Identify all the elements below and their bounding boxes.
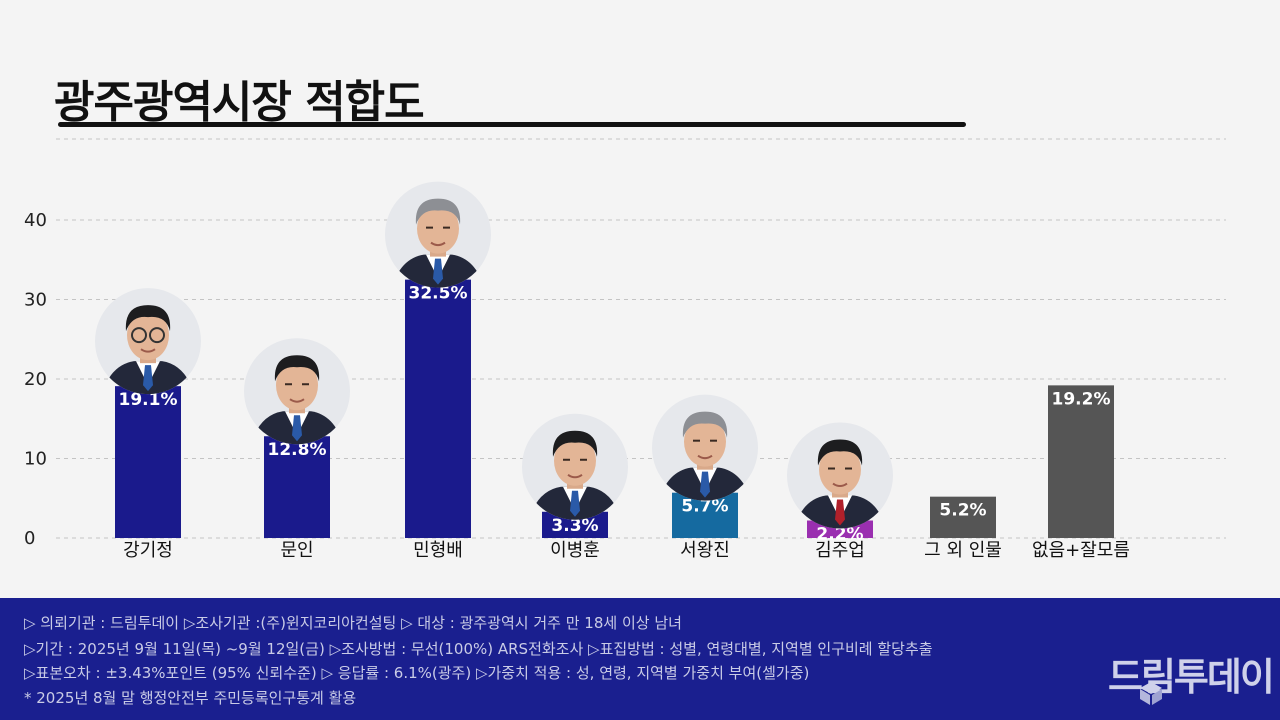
bar-value-label: 19.2% (1052, 389, 1111, 409)
title-underline (58, 122, 966, 127)
candidate-photo (652, 394, 758, 501)
bar-value-label: 19.1% (119, 390, 178, 410)
footer-line-3: ▷표본오차 : ±3.43%포인트 (95% 신뢰수준) ▷ 응답률 : 6.1… (24, 664, 810, 682)
footer-line-1: ▷ 의뢰기관 : 드림투데이 ▷조사기관 :(주)윈지코리아컨설팅 ▷ 대상 :… (24, 614, 682, 632)
bar-value-label: 2.2% (816, 525, 863, 545)
bar (405, 279, 471, 538)
bar-value-label: 3.3% (551, 516, 598, 536)
bar (1048, 385, 1114, 538)
bar-group: 5.2% 그 외 인물 (924, 496, 1002, 561)
bar (115, 386, 181, 538)
category-label: 민형배 (413, 540, 463, 561)
brand-logo: 드림투데이 (1108, 655, 1275, 699)
y-tick-label: 10 (24, 449, 47, 470)
bar (930, 496, 996, 538)
candidate-photo (95, 288, 201, 395)
y-tick-label: 0 (24, 528, 35, 549)
chart-title: 광주광역시장 적합도 (54, 77, 425, 128)
bar-group: 19.1% 강기정 (95, 288, 201, 561)
footer-line-4: * 2025년 8월 말 행정안전부 주민등록인구통계 활용 (24, 689, 357, 707)
category-label: 없음+잘모름 (1032, 540, 1130, 561)
candidate-photo (244, 338, 350, 445)
bar (264, 436, 330, 538)
bar-group: 3.3% 이병훈 (522, 413, 628, 561)
bar-value-label: 12.8% (268, 440, 327, 460)
bar-group: 12.8% 문인 (244, 338, 350, 561)
logo-cube-icon (1140, 682, 1162, 705)
category-label: 이병훈 (550, 540, 600, 561)
candidate-photo (787, 422, 893, 529)
y-tick-label: 30 (24, 290, 47, 311)
bar-group: 32.5% 민형배 (385, 181, 491, 561)
candidate-photo (385, 181, 491, 288)
candidate-photo (522, 413, 628, 520)
bar-value-label: 32.5% (409, 284, 468, 304)
bar-group: 19.2% 없음+잘모름 (1032, 385, 1130, 561)
footer-line-2: ▷기간 : 2025년 9월 11일(목) ~9월 12일(금) ▷조사방법 :… (24, 640, 933, 658)
category-label: 그 외 인물 (924, 540, 1002, 561)
category-label: 강기정 (123, 540, 173, 561)
y-tick-label: 40 (24, 210, 47, 231)
bar-value-label: 5.7% (681, 497, 728, 517)
category-label: 서왕진 (680, 540, 730, 561)
y-tick-label: 20 (24, 369, 47, 390)
category-label: 김주업 (815, 540, 865, 561)
bar-value-label: 5.2% (939, 501, 986, 521)
bar-group: 5.7% 서왕진 (652, 394, 758, 561)
bar-chart: 0 10 20 30 40 19.1% 강기정 12.8% 문인 32.5% 민형배 3.3% 이병훈… (24, 138, 1226, 561)
survey-info-footer: ▷ 의뢰기관 : 드림투데이 ▷조사기관 :(주)윈지코리아컨설팅 ▷ 대상 :… (0, 598, 1280, 720)
category-label: 문인 (280, 540, 313, 561)
bar-group: 2.2%김주업 (787, 422, 893, 561)
